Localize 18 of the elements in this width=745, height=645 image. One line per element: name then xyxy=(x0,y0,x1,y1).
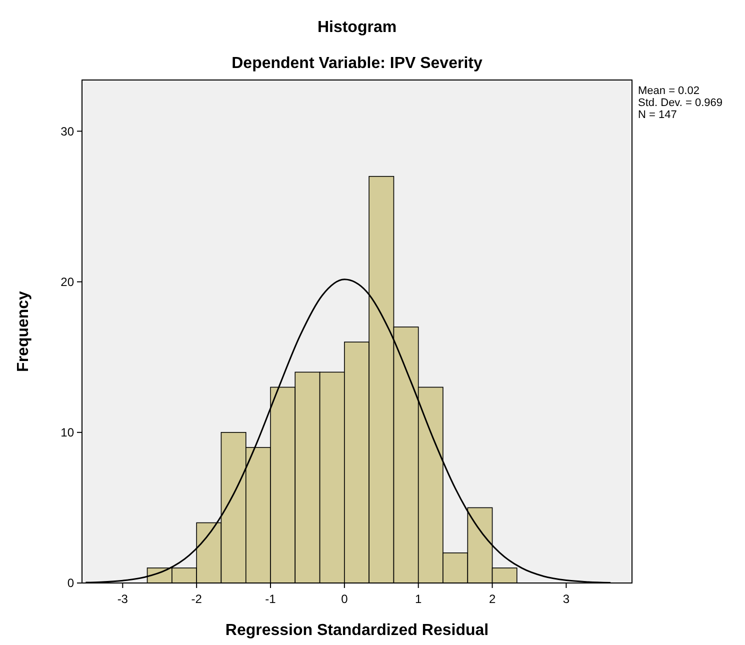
x-tick-label: 0 xyxy=(341,592,348,606)
x-tick-label: -2 xyxy=(191,592,202,606)
chart-subtitle: Dependent Variable: IPV Severity xyxy=(232,55,482,72)
y-tick-label: 30 xyxy=(60,124,74,138)
chart-title: Histogram xyxy=(317,19,397,36)
y-tick-label: 0 xyxy=(67,576,74,590)
y-tick-label: 10 xyxy=(60,426,74,440)
x-tick-label: -1 xyxy=(265,592,276,606)
text: Mean = 0.02 xyxy=(638,85,700,97)
text: Std. Dev. = 0.969 xyxy=(638,97,722,109)
x-tick-label: 3 xyxy=(562,592,570,606)
y-tick-label: 20 xyxy=(60,275,74,289)
x-tick-label: 1 xyxy=(415,592,422,606)
x-axis-title: Regression Standardized Residual xyxy=(225,622,489,639)
y-axis-title: Frequency xyxy=(15,290,32,372)
x-tick-label: -3 xyxy=(117,592,128,606)
x-tick-label: 2 xyxy=(488,592,496,606)
text: N = 147 xyxy=(638,109,677,121)
